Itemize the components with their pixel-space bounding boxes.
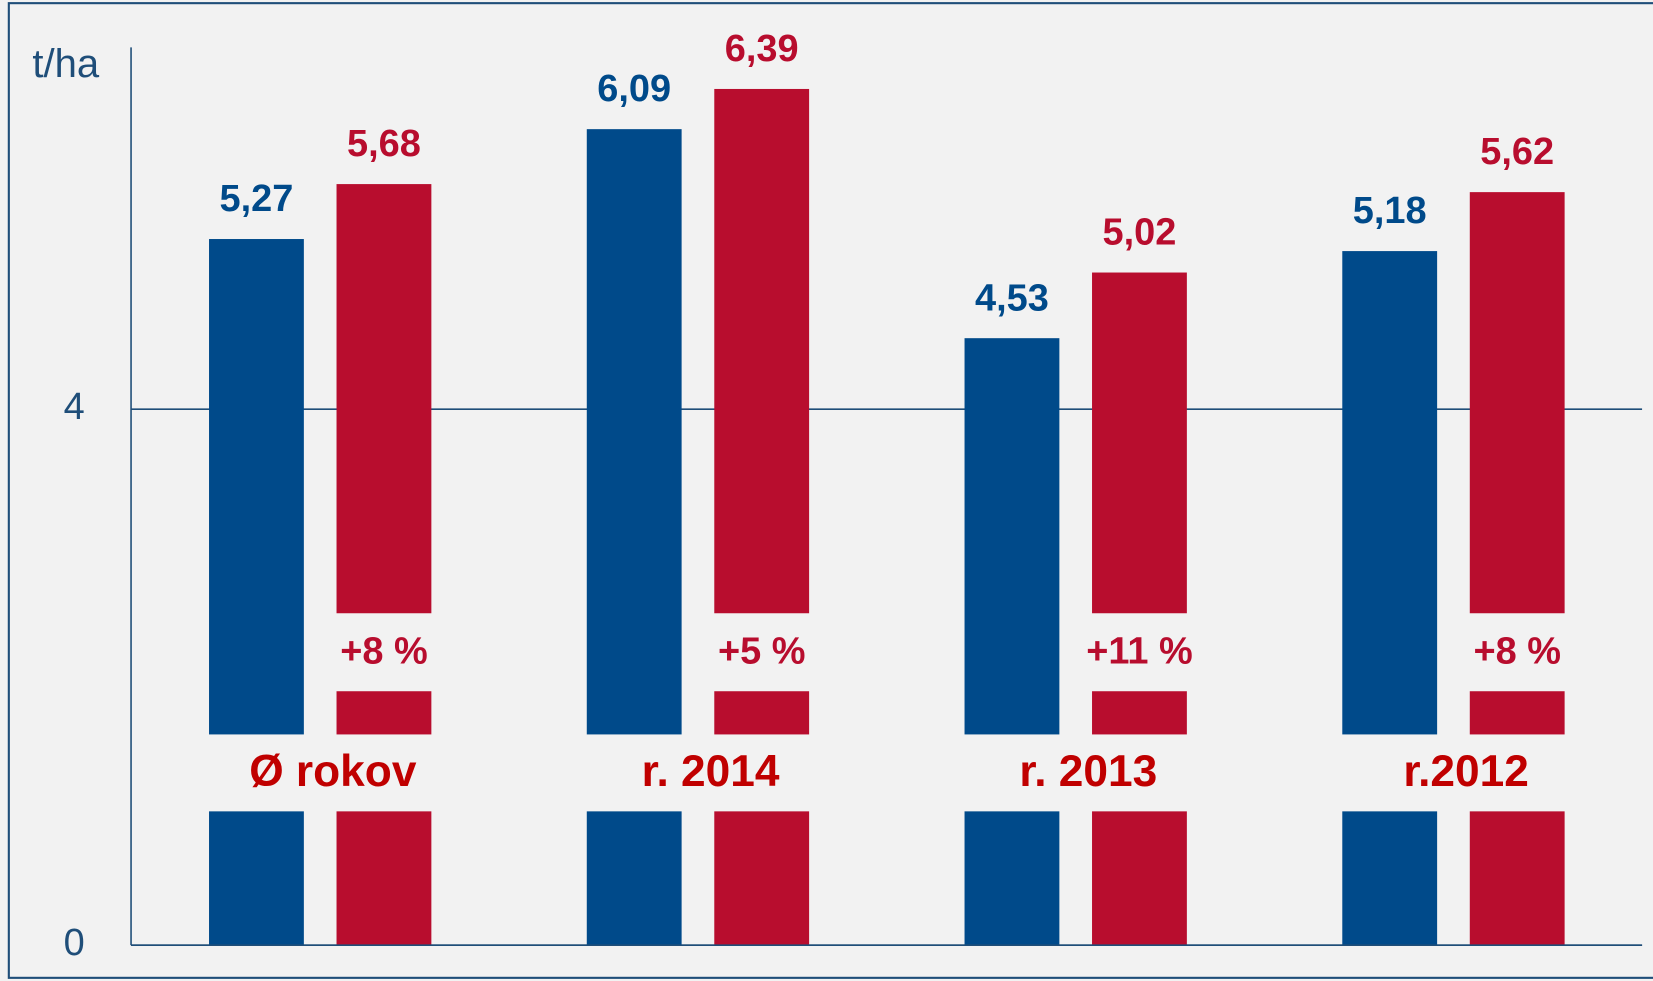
value-label: 5,68 (347, 123, 421, 165)
label-band (959, 734, 1193, 812)
annotation: +5 % (718, 630, 806, 672)
value-label: 5,62 (1480, 131, 1554, 173)
value-label: 5,02 (1103, 212, 1177, 254)
label-band (203, 734, 437, 812)
value-label: 5,18 (1353, 190, 1427, 232)
annotation: +8 % (1473, 630, 1561, 672)
x-tick-label: Ø rokov (249, 747, 417, 796)
label-band (581, 734, 815, 812)
value-label: 4,53 (975, 277, 1049, 319)
annotation: +8 % (340, 630, 428, 672)
value-label: 6,39 (725, 28, 799, 70)
bar (964, 338, 1060, 946)
y-tick-label: 0 (64, 922, 85, 964)
annotation-band (1468, 613, 1566, 692)
bar (1092, 272, 1187, 946)
annotation: +11 % (1086, 630, 1193, 672)
bar (336, 184, 432, 946)
x-tick-label: r. 2014 (642, 747, 780, 796)
annotation-band (713, 613, 811, 692)
x-tick-label: r. 2013 (1019, 747, 1157, 796)
bar (1469, 192, 1565, 946)
bar (1342, 251, 1438, 946)
bar (586, 129, 682, 946)
y-axis-label: t/ha (32, 42, 100, 86)
y-tick-label: 4 (64, 386, 85, 428)
value-label: 6,09 (597, 68, 671, 110)
x-tick-label: r.2012 (1403, 747, 1529, 796)
label-band (1337, 734, 1570, 812)
value-label: 5,27 (220, 178, 294, 220)
annotation-band (1090, 613, 1188, 692)
bar (714, 88, 810, 946)
annotation-band (335, 613, 433, 692)
bar (209, 239, 304, 946)
